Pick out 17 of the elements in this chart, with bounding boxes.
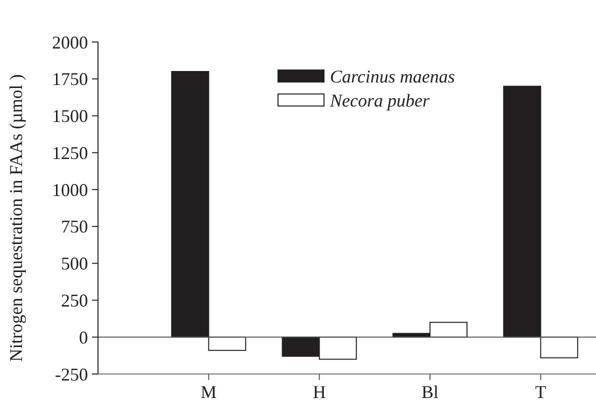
x-tick-label: H [312, 382, 326, 402]
y-tick-label: 1000 [52, 180, 88, 200]
x-tick-label: T [535, 382, 546, 402]
y-tick-label: 1750 [52, 69, 88, 90]
y-axis-title: Nitrogen sequestration in FAAs (µmol ) [6, 74, 26, 362]
y-tick-label: 0 [79, 327, 88, 348]
legend-label: Necora puber [329, 90, 430, 110]
x-tick-label: Bl [421, 382, 439, 402]
y-tick-label: 1500 [52, 106, 88, 126]
y-tick-label: -250 [55, 364, 88, 384]
y-tick-label: 2000 [52, 32, 88, 52]
x-tick-label: M [200, 382, 217, 402]
y-tick-label: 1250 [52, 142, 88, 163]
y-tick-label: 500 [61, 254, 88, 274]
y-tick-label: 750 [61, 216, 88, 237]
y-tick-label: 250 [61, 290, 88, 311]
legend-label: Carcinus maenas [330, 66, 455, 86]
